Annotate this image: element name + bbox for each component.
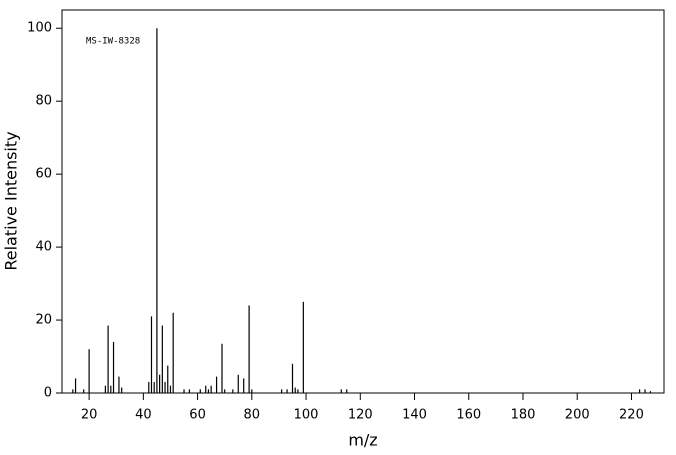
- y-tick-label: 0: [44, 386, 52, 401]
- x-tick-label: 180: [511, 408, 536, 423]
- y-tick-label: 40: [35, 240, 52, 255]
- x-tick-label: 60: [189, 408, 206, 423]
- x-tick-label: 200: [565, 408, 590, 423]
- x-axis-label: m/z: [348, 431, 377, 450]
- y-tick-label: 100: [27, 21, 52, 36]
- x-tick-label: 100: [294, 408, 319, 423]
- x-tick-label: 20: [81, 408, 98, 423]
- x-tick-label: 220: [619, 408, 644, 423]
- x-tick-label: 140: [402, 408, 427, 423]
- x-tick-label: 120: [348, 408, 373, 423]
- y-axis-label: Relative Intensity: [2, 131, 21, 270]
- x-tick-label: 80: [244, 408, 261, 423]
- x-tick-label: 40: [135, 408, 152, 423]
- y-tick-label: 60: [35, 167, 52, 182]
- x-tick-label: 160: [456, 408, 481, 423]
- y-tick-label: 20: [35, 313, 52, 328]
- plot-frame: [61, 9, 665, 394]
- annotation: MS-IW-8328: [86, 37, 140, 47]
- y-tick-label: 80: [35, 94, 52, 109]
